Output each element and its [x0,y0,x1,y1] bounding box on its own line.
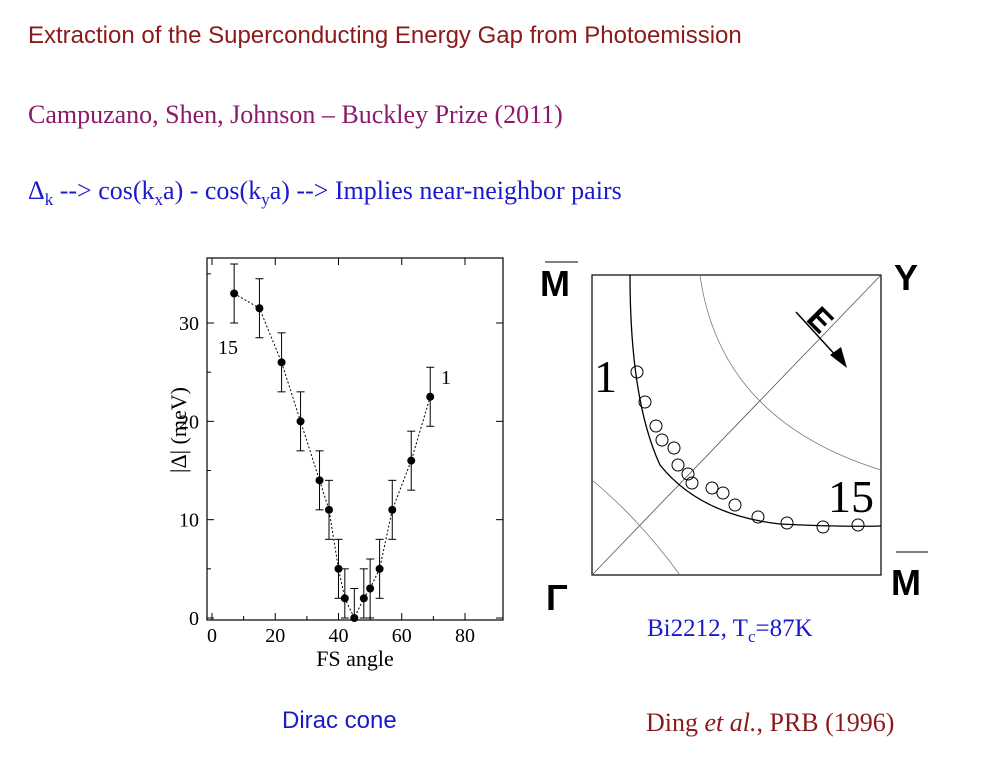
sample-subscript: c [747,627,756,646]
zone-frame [591,274,882,576]
polarization-line [795,311,839,359]
m-right-label: M [891,562,921,603]
gamma-label: Γ [546,577,568,618]
data-point [359,594,368,603]
data-point [296,417,305,426]
x-tick-label: 80 [455,625,475,647]
fit-curve [233,293,431,620]
reference-rest: , PRB (1996) [756,708,895,737]
fs-point [681,467,695,481]
delta-symbol: Δ [28,176,45,205]
formula-part-2: a) - cos(k [163,176,262,205]
x-tick-label: 20 [265,625,285,647]
slide-title: Extraction of the Superconducting Energy… [28,22,742,49]
formula-part-3: a) --> Implies near-neighbor pairs [269,176,622,205]
start-label: 1 [594,351,617,402]
sample-label: Bi2212, Tc=87K [647,615,813,647]
fs-point [851,518,865,532]
fs-point [780,516,794,530]
reference: Ding et al., PRB (1996) [646,708,894,738]
plot-frame [206,257,504,621]
fermi-surface-points [630,365,865,534]
data-point [340,594,349,603]
tick-labels: 0 20 40 60 80 0 10 20 30 [179,313,475,647]
y-tick-label: 10 [179,510,199,532]
credit-line: Campuzano, Shen, Johnson – Buckley Prize… [28,100,563,129]
y-tick-label: 30 [179,313,199,335]
x-tick-label: 0 [207,625,217,647]
data-point [407,456,416,465]
data-point [277,358,286,367]
x-tick-label: 40 [329,625,349,647]
e-label: E [800,299,841,340]
m-top-label: M [540,263,570,304]
data-point [255,304,264,313]
delta-subscript: k [44,190,54,210]
axis-ticks [207,258,503,620]
kx-subscript: x [154,190,164,210]
reference-etal: et al. [704,708,757,737]
x-axis-label: FS angle [316,646,394,671]
data-point [230,289,239,298]
data-points [230,263,435,622]
y-tick-label: 20 [179,411,199,433]
sample-prefix: Bi2212, T [647,615,748,642]
fs-point [685,476,699,490]
annotation-15: 15 [218,337,238,359]
data-point [366,584,375,593]
end-label: 15 [828,471,874,522]
brillouin-zone-diagram: M Y Γ M 1 15 E [540,257,928,618]
fs-point [667,441,681,455]
y-axis-label: |Δ| (meV) [166,387,191,473]
fs-point [655,433,669,447]
data-point [375,564,384,573]
data-point [315,476,324,485]
data-point [426,392,435,401]
data-point [325,505,334,514]
ky-subscript: y [261,190,270,210]
zone-diagonal [591,274,882,576]
y-point-label: Y [894,257,918,298]
gap-formula: Δk --> cos(kxa) - cos(kya) --> Implies n… [28,176,622,210]
annotation-1: 1 [441,367,451,389]
formula-part-1: --> cos(k [53,176,155,205]
inner-contour [591,479,681,576]
sample-suffix: =87K [755,615,813,642]
reference-author: Ding [646,708,705,737]
fs-point [751,510,765,524]
fs-point [705,481,719,495]
fs-point [728,498,742,512]
y-tick-label: 0 [189,608,199,630]
data-point [334,564,343,573]
fs-point [649,419,663,433]
fs-point [630,365,644,379]
x-tick-label: 60 [392,625,412,647]
gap-chart: 0 20 40 60 80 0 10 20 30 15 1 FS angle |Δ| (meV) [166,257,504,671]
fs-point [716,486,730,500]
fs-point [638,395,652,409]
polarization-arrowhead [830,347,847,368]
fs-point [816,520,830,534]
data-point [350,614,359,622]
data-point [388,505,397,514]
caption-dirac-cone: Dirac cone [282,707,397,734]
fs-point [671,458,685,472]
outer-contour [699,274,882,471]
